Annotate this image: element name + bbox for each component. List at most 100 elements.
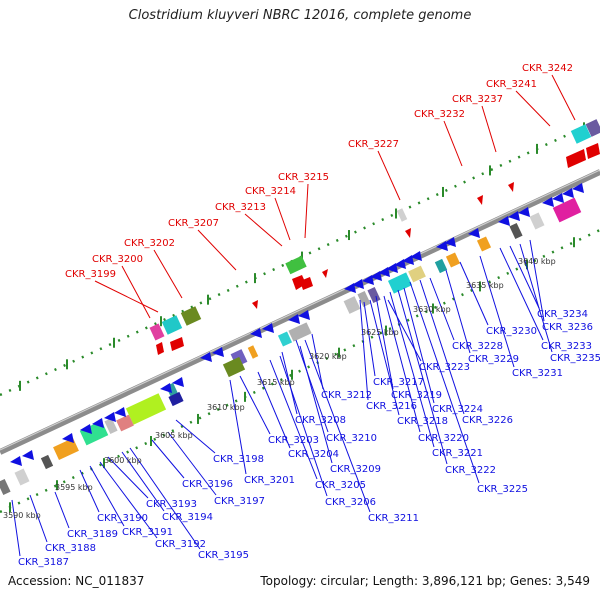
reverse-arrow: [200, 352, 212, 362]
forward-arrow: [170, 337, 184, 351]
reverse-arrow: [104, 412, 116, 422]
ruler-tick-label: 3605 kbp: [155, 431, 193, 440]
ruler-labels: 3590 kbp 3595 kbp 3600 kbp 3605 kbp 3610 kbp…: [3, 257, 556, 520]
reverse-leader-line: [79, 469, 100, 513]
reverse-arrow: [572, 183, 584, 193]
reverse-gene-label: CKR_3201: [244, 475, 295, 486]
forward-gene-label: CKR_3215: [278, 172, 329, 183]
forward-gene-label: CKR_3241: [486, 79, 537, 90]
reverse-leader-line: [529, 239, 545, 322]
forward-gene-label: CKR_3207: [168, 218, 219, 229]
ruler-tick-label: 3610 kbp: [207, 403, 245, 412]
reverse-leader-line: [121, 451, 165, 512]
reverse-gene-label: CKR_3229: [468, 354, 519, 365]
reverse-gene-label: CKR_3193: [146, 499, 197, 510]
feature-block: [285, 255, 307, 275]
reverse-leader-line: [107, 456, 149, 499]
reverse-leader-line: [509, 245, 540, 309]
feature-block: [116, 414, 134, 432]
feature-block: [277, 331, 293, 347]
forward-gene-label: CKR_3200: [92, 254, 143, 265]
feature-block: [125, 393, 167, 425]
forward-strand-arrows: [156, 143, 600, 355]
ruler-tick-label: 3600 kbp: [104, 456, 142, 465]
reverse-leader-line: [11, 499, 21, 557]
reverse-arrow: [468, 228, 480, 238]
reverse-gene-label: CKR_3236: [542, 322, 593, 333]
reverse-leader-line: [403, 287, 435, 404]
reverse-leader-line: [519, 243, 553, 353]
reverse-leader-line: [359, 299, 369, 401]
ruler-tick-label: 3640 kbp: [518, 257, 556, 266]
reverse-leader-line: [129, 447, 201, 550]
reverse-leader-line: [419, 279, 465, 415]
reverse-arrow: [80, 424, 92, 434]
feature-block: [288, 322, 312, 342]
reverse-arrow: [436, 241, 448, 251]
forward-gene-label: CKR_3199: [65, 269, 116, 280]
gene-labels: CKR_3199 CKR_3200 CKR_3202 CKR_3207 CKR_3213…: [18, 63, 600, 568]
reverse-arrow: [352, 279, 364, 289]
reverse-gene-label: CKR_3226: [462, 415, 513, 426]
reverse-gene-label: CKR_3231: [512, 368, 563, 379]
reverse-arrow: [288, 314, 300, 324]
reverse-arrow: [410, 251, 422, 261]
reverse-leader-line: [167, 431, 217, 496]
feature-block: [247, 345, 259, 359]
reverse-leader-line: [151, 439, 185, 479]
forward-gene-label: CKR_3232: [414, 109, 465, 120]
reverse-arrow: [172, 377, 184, 387]
forward-leader-line: [443, 120, 463, 167]
reverse-arrow: [552, 193, 564, 203]
reverse-gene-label: CKR_3218: [397, 416, 448, 427]
reverse-leader-line: [54, 491, 70, 529]
reverse-strand-arrows: [10, 183, 584, 466]
reverse-gene-label: CKR_3208: [295, 415, 346, 426]
reverse-leader-line: [311, 333, 324, 390]
reverse-arrow: [114, 407, 126, 417]
forward-leader-line: [377, 150, 401, 201]
reverse-gene-label: CKR_3196: [182, 479, 233, 490]
feature-block: [0, 478, 11, 496]
feature-block: [434, 258, 448, 274]
reverse-gene-label: CKR_3188: [45, 543, 96, 554]
feature-block: [161, 315, 183, 335]
feature-block: [476, 236, 492, 252]
reverse-leader-line: [279, 355, 328, 497]
feature-block: [585, 119, 600, 137]
ruler-tick-label: 3595 kbp: [55, 483, 93, 492]
reverse-gene-label: CKR_3192: [155, 539, 206, 550]
reverse-arrow: [508, 211, 520, 221]
reverse-gene-label: CKR_3191: [122, 527, 173, 538]
inner-dotted-line: [0, 228, 600, 514]
reverse-gene-label: CKR_3230: [486, 326, 537, 337]
reverse-leader-line: [397, 289, 448, 465]
feature-block: [387, 272, 413, 294]
feature-block: [53, 438, 79, 460]
forward-arrow: [508, 182, 514, 192]
reverse-arrow: [262, 323, 274, 333]
reverse-leader-line: [257, 371, 291, 449]
forward-leader-line: [94, 280, 159, 313]
reverse-arrow: [22, 450, 34, 460]
reverse-arrow: [298, 310, 310, 320]
reverse-gene-label: CKR_3209: [330, 464, 381, 475]
forward-gene-label: CKR_3213: [215, 202, 266, 213]
reverse-leader-line: [445, 269, 471, 354]
reverse-gene-label: CKR_3189: [67, 529, 118, 540]
reverse-leader-line: [387, 299, 422, 362]
ruler-tick-label: 3630 kbp: [413, 305, 451, 314]
reverse-arrow: [370, 271, 382, 281]
reverse-gene-label: CKR_3187: [18, 557, 69, 568]
forward-arrow: [292, 275, 306, 290]
forward-leader-line: [515, 90, 551, 127]
forward-leader-line: [153, 249, 183, 299]
genome-summary-text: Topology: circular; Length: 3,896,121 bp…: [260, 574, 590, 588]
reverse-gene-label: CKR_3228: [452, 341, 503, 352]
reverse-gene-label: CKR_3223: [419, 362, 470, 373]
feature-block: [509, 222, 523, 240]
reverse-arrow: [444, 237, 456, 247]
reverse-gene-label: CKR_3222: [445, 465, 496, 476]
reverse-arrow: [362, 275, 374, 285]
reverse-gene-label: CKR_3224: [432, 404, 483, 415]
